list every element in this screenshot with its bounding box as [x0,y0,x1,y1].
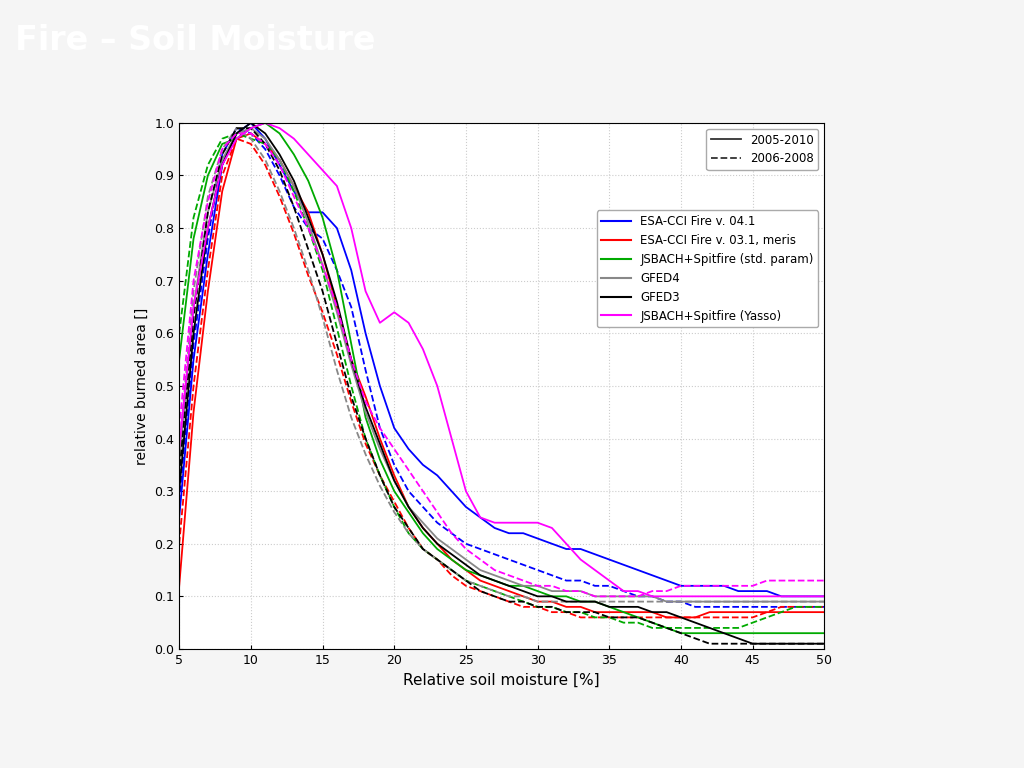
Text: Fire – Soil Moisture: Fire – Soil Moisture [15,24,376,57]
Y-axis label: relative burned area []: relative burned area [] [135,307,148,465]
Legend: ESA-CCI Fire v. 04.1, ESA-CCI Fire v. 03.1, meris, JSBACH+Spitfire (std. param),: ESA-CCI Fire v. 04.1, ESA-CCI Fire v. 03… [597,210,818,327]
X-axis label: Relative soil moisture [%]: Relative soil moisture [%] [403,672,600,687]
